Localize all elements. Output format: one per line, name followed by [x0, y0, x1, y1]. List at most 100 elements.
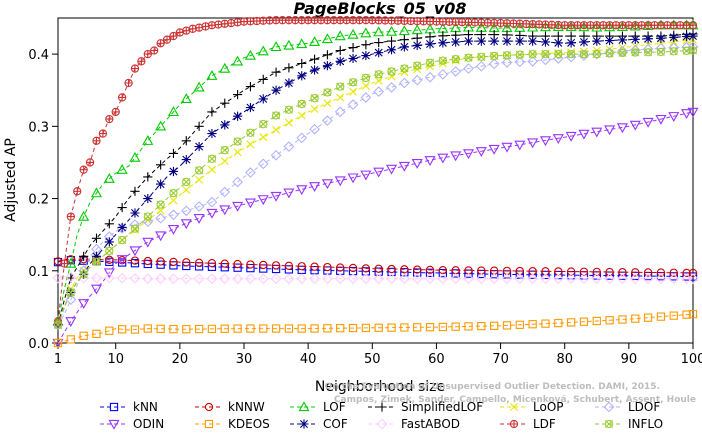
point-knnw-83-shape: [579, 267, 589, 276]
point-kdeos-39: [297, 324, 306, 333]
point-ldf-2: [60, 259, 69, 268]
legend-marker-knn-shape: [109, 402, 119, 412]
point-ldof-65-shape: [463, 63, 474, 74]
point-inflo-87-cross: [605, 49, 614, 58]
point-cof-17: [156, 179, 166, 189]
point-inflo-81: [566, 49, 576, 59]
x-tick-label-9: 90: [621, 352, 638, 367]
series-ldf: [53, 16, 698, 326]
point-fastabod-7: [91, 272, 102, 284]
point-fastabod-41: [309, 273, 320, 285]
point-loop-25-shape: [207, 165, 216, 174]
point-kdeos-71-shape: [502, 321, 512, 330]
point-ldf-21-cross: [182, 27, 190, 35]
point-ldof-23-shape: [193, 201, 205, 212]
legend-marker-simplifiedlof: [377, 402, 387, 412]
point-kdeos-45-shape: [336, 324, 345, 333]
point-ldof-100-shape: [687, 41, 699, 53]
point-inflo-93-shape: [643, 48, 653, 57]
point-knnw-39: [297, 262, 306, 271]
point-odin-27-shape: [219, 205, 231, 216]
point-fastabod-55-shape: [398, 273, 410, 285]
point-ldof-27-shape: [219, 186, 231, 198]
point-lof-53: [385, 25, 398, 36]
point-knnw-51-shape: [374, 264, 383, 273]
point-kdeos-1: [53, 338, 63, 348]
point-ldof-95-shape: [655, 42, 667, 54]
point-inflo-7-cross: [92, 257, 101, 266]
point-simplifiedlof-45-shape: [335, 45, 345, 56]
point-kdeos-59-shape: [425, 323, 435, 332]
point-cof-49: [361, 50, 371, 61]
legend-marker-kdeos: [204, 419, 214, 429]
point-lof-13-shape: [129, 151, 141, 162]
plot-frame: [57, 17, 694, 344]
point-kdeos-95-shape: [656, 312, 666, 321]
point-fastabod-37: [283, 273, 295, 285]
point-ldof-91-shape: [629, 44, 641, 56]
point-inflo-87-shape: [605, 49, 614, 58]
point-knn-51-shape: [374, 267, 383, 276]
point-ldof-47-shape: [347, 99, 359, 111]
point-inflo-63: [451, 55, 460, 64]
point-inflo-21: [182, 177, 191, 187]
point-knnw-13: [130, 256, 140, 265]
point-odin-47: [347, 173, 359, 184]
point-simplifiedlof-17: [156, 160, 166, 170]
point-inflo-91-cross: [631, 48, 640, 57]
point-ldof-51: [373, 86, 385, 98]
point-simplifiedlof-29: [232, 89, 243, 100]
point-cof-9-shape: [104, 237, 114, 247]
point-knnw-31: [246, 260, 255, 269]
legend-label-simplifiedlof: SimplifiedLOF: [401, 400, 483, 414]
point-odin-31-shape: [244, 198, 256, 209]
point-loop-47-shape: [349, 87, 358, 96]
point-knnw-49: [361, 264, 371, 273]
point-inflo-5-cross: [79, 270, 88, 279]
legend-marker-cof: [299, 419, 309, 429]
point-knn-49: [361, 267, 371, 276]
point-knnw-57-shape: [413, 265, 422, 274]
point-kdeos-95: [656, 312, 666, 321]
point-fastabod-75-shape: [527, 273, 539, 285]
point-kdeos-93-shape: [643, 313, 653, 322]
point-kdeos-13-shape: [130, 325, 140, 334]
point-lof-41-shape: [309, 36, 321, 46]
y-tick-label-3: 0.3: [28, 120, 49, 135]
point-knn-57-shape: [413, 268, 422, 277]
legend-marker-knnw-shape: [204, 402, 214, 412]
point-fastabod-3: [65, 271, 77, 283]
point-kdeos-51-shape: [374, 323, 383, 332]
x-tick-label-2: 20: [172, 352, 189, 367]
point-knnw-27-shape: [220, 259, 229, 268]
point-inflo-45-shape: [336, 82, 345, 91]
point-kdeos-43-shape: [323, 324, 332, 333]
point-inflo-79-shape: [554, 49, 563, 59]
point-knnw-15-shape: [143, 256, 152, 266]
legend-label-ldof: LDOF: [628, 400, 660, 414]
point-lof-35-shape: [270, 41, 282, 52]
point-kdeos-77: [541, 319, 550, 328]
x-tick-label-7: 70: [492, 352, 509, 367]
point-fastabod-89: [617, 273, 628, 285]
point-inflo-15-shape: [143, 212, 152, 221]
point-kdeos-87: [605, 316, 614, 325]
legend-marker-inflo-cross: [605, 420, 613, 428]
point-fastabod-25: [206, 273, 218, 285]
point-fastabod-15-shape: [142, 273, 154, 285]
point-knnw-81-shape: [566, 267, 576, 276]
point-cof-29-shape: [232, 111, 243, 121]
point-knn-53-shape: [387, 267, 396, 277]
point-odin-83-shape: [578, 129, 590, 140]
x-tick-label-0: 1: [54, 352, 62, 367]
point-inflo-1-cross: [54, 320, 62, 329]
point-kdeos-69-shape: [490, 321, 499, 330]
point-cof-31-shape: [245, 102, 256, 113]
point-cof-33: [258, 94, 268, 104]
point-odin-51: [373, 167, 385, 178]
point-kdeos-67: [477, 321, 486, 331]
point-inflo-97-cross: [669, 47, 678, 56]
point-odin-17-shape: [155, 231, 167, 242]
point-cof-23: [194, 141, 204, 152]
point-simplifiedlof-7-shape: [91, 233, 102, 243]
